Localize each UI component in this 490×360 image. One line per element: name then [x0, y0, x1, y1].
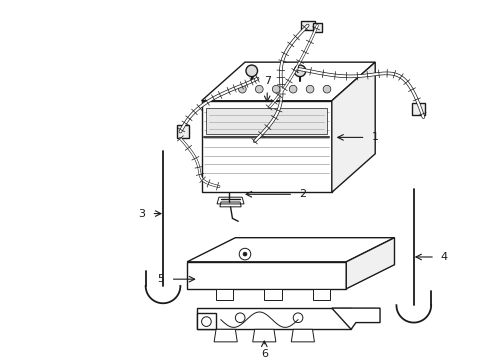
- Circle shape: [239, 85, 246, 93]
- Polygon shape: [346, 238, 394, 289]
- Polygon shape: [187, 238, 394, 262]
- Circle shape: [323, 85, 331, 93]
- Text: 7: 7: [264, 76, 271, 86]
- Polygon shape: [187, 262, 346, 289]
- Text: 1: 1: [371, 132, 378, 143]
- Text: 5: 5: [158, 274, 165, 284]
- Polygon shape: [332, 62, 375, 192]
- Polygon shape: [332, 308, 380, 329]
- Polygon shape: [253, 329, 276, 342]
- Text: 3: 3: [138, 208, 146, 219]
- Circle shape: [246, 65, 258, 77]
- Polygon shape: [201, 62, 375, 101]
- Circle shape: [255, 85, 263, 93]
- Polygon shape: [291, 329, 315, 342]
- Circle shape: [306, 85, 314, 93]
- Polygon shape: [313, 289, 330, 300]
- Polygon shape: [301, 21, 316, 30]
- Polygon shape: [177, 125, 189, 138]
- Polygon shape: [197, 313, 216, 329]
- Text: 2: 2: [299, 189, 306, 199]
- Polygon shape: [201, 101, 332, 192]
- Polygon shape: [216, 289, 233, 300]
- Polygon shape: [264, 289, 282, 300]
- Circle shape: [243, 252, 247, 256]
- Polygon shape: [214, 329, 237, 342]
- Circle shape: [289, 85, 297, 93]
- Circle shape: [272, 85, 280, 93]
- Polygon shape: [412, 103, 425, 115]
- Polygon shape: [313, 23, 322, 32]
- Circle shape: [294, 65, 306, 77]
- Polygon shape: [197, 308, 351, 329]
- Text: 4: 4: [441, 252, 448, 262]
- Polygon shape: [206, 108, 327, 135]
- Text: 6: 6: [261, 348, 268, 359]
